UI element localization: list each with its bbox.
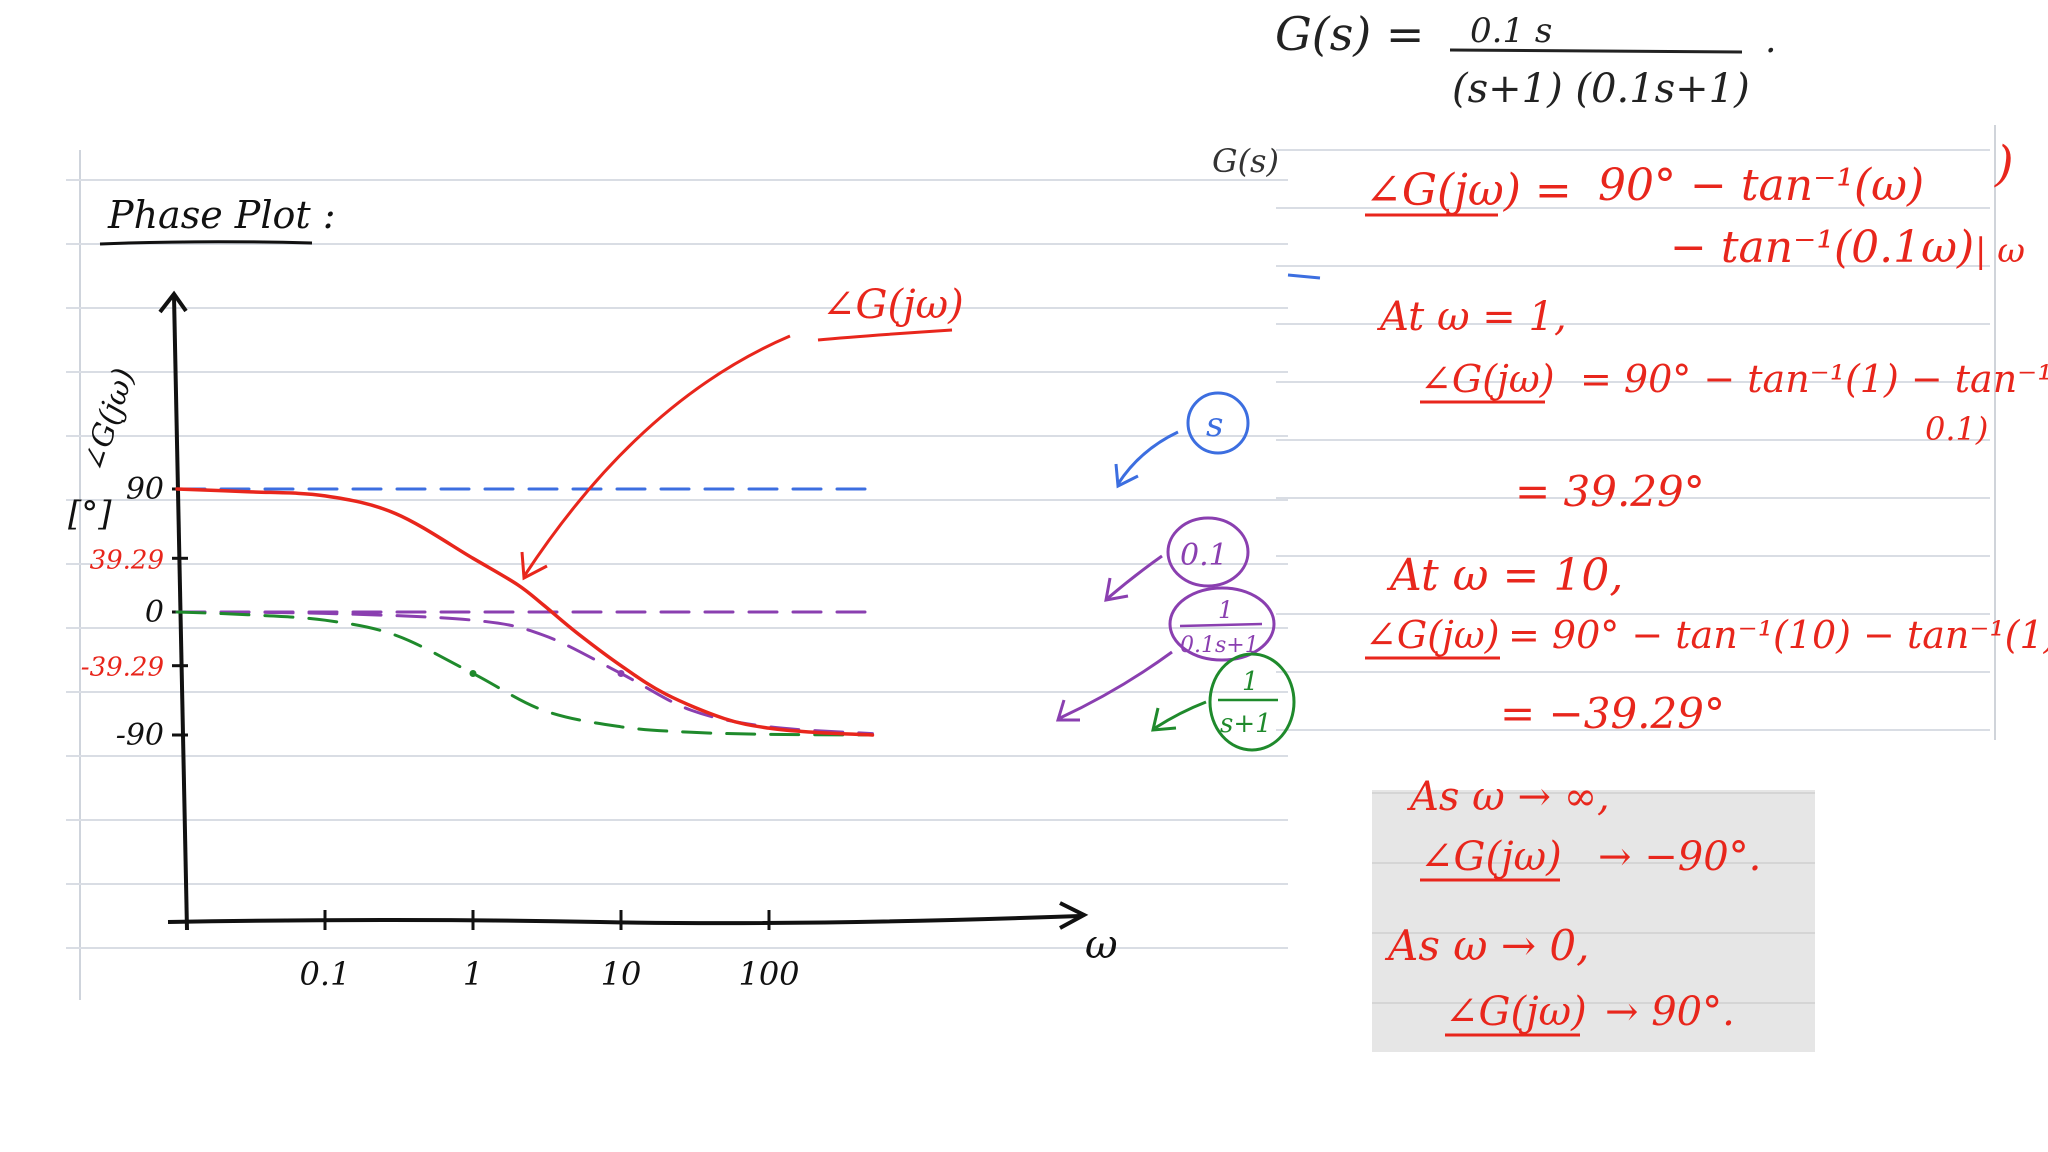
pole-arrowhead — [1151, 707, 1177, 732]
filter-arrowhead — [1055, 699, 1080, 722]
filter-label-circle — [1168, 586, 1276, 662]
plot-series — [175, 487, 875, 737]
tf-numerator: 0.1 s — [1470, 11, 1552, 51]
y-axis-unit: [°] — [68, 494, 112, 534]
at1-rhs: = 90° − tan⁻¹(1) − tan⁻¹( — [1580, 357, 2048, 401]
at4-title: As ω → 0, — [1384, 921, 1589, 970]
y-tick-label: -39.29 — [81, 653, 164, 683]
at2-result: = −39.29° — [1500, 689, 1725, 738]
corner-point — [469, 670, 477, 677]
at4-lhs: ∠G(jω) — [1445, 989, 1587, 1035]
at1-result: = 39.29° — [1515, 467, 1705, 516]
filter-label-num: 1 — [1218, 596, 1233, 624]
x-axis-label: ω — [1085, 922, 1118, 968]
x-tick-label: 100 — [738, 955, 799, 993]
series-line-1-s-1 — [175, 610, 874, 737]
x-axis-arrow — [1059, 901, 1089, 930]
pole-arrow — [1154, 700, 1207, 730]
x-axis — [167, 914, 1081, 926]
at3-rhs: → −90°. — [1598, 834, 1761, 880]
series-line-1-0-1s-1 — [175, 610, 874, 736]
pole-label-circle — [1208, 652, 1296, 752]
line2-edge: | ω — [1975, 231, 2025, 271]
at1-title: At ω = 1, — [1376, 294, 1567, 340]
plot-title: Phase Plot : — [107, 193, 336, 237]
edge-fragment: G(s) — [1212, 142, 1279, 180]
curve-label-underline — [817, 328, 953, 342]
gain-arrow — [1107, 554, 1163, 600]
at2-title: At ω = 10, — [1386, 550, 1623, 601]
curve-label: ∠G(jω) — [822, 282, 964, 328]
y-tick-label: 39.29 — [90, 545, 164, 575]
pole-label-num: 1 — [1242, 667, 1259, 697]
y-tick-label: -90 — [116, 718, 164, 753]
s-label-circle — [1186, 391, 1250, 455]
at4-rhs: → 90°. — [1605, 989, 1735, 1035]
tf-denominator: (s+1) (0.1s+1) — [1452, 66, 1750, 112]
at3-lhs: ∠G(jω) — [1420, 834, 1562, 880]
corner-point — [617, 670, 625, 677]
y-axis-arrow — [158, 290, 188, 314]
gain-label: 0.1 — [1180, 538, 1228, 573]
at1-cont: 0.1) — [1925, 410, 1988, 448]
ruled-paper-left — [78, 148, 1288, 1003]
blue-mark — [1287, 273, 1321, 280]
ruled-paper-right — [1272, 120, 1996, 1052]
x-tick-label: 10 — [601, 955, 642, 993]
at2-rhs: = 90° − tan⁻¹(10) − tan⁻¹(1) — [1508, 613, 2048, 657]
curve-label-arrowhead — [520, 551, 548, 581]
plot-title-underline — [99, 240, 313, 246]
x-ticks: 0.1 1 10 100 — [300, 910, 800, 993]
at3-title: As ω → ∞, — [1406, 774, 1610, 820]
y-ticks: 90 39.29 0 -39.29 -90 — [81, 472, 188, 753]
ruled-lines — [66, 149, 1990, 1004]
tf-fraction-bar — [1449, 48, 1743, 54]
s-label: s — [1206, 405, 1223, 445]
y-tick-label: 90 — [126, 472, 164, 507]
y-tick-label: 0 — [145, 595, 164, 630]
line2: − tan⁻¹(0.1ω) — [1670, 222, 1974, 273]
series-line-g-j — [175, 487, 875, 737]
line1-lhs: ∠G(jω) = — [1365, 165, 1572, 216]
x-tick-label: 1 — [463, 955, 483, 993]
s-arrow — [1116, 430, 1179, 485]
pole-label-den: s+1 — [1220, 709, 1272, 739]
transfer-function: G(s) = 0.1 s (s+1) (0.1s+1) . G(s) — [1212, 7, 1776, 180]
gain-arrowhead — [1104, 577, 1129, 602]
s-arrowhead — [1114, 463, 1139, 489]
derivation: ∠G(jω) = 90° − tan⁻¹(ω) ) − tan⁻¹(0.1ω) … — [1365, 136, 2048, 1037]
tf-period: . — [1765, 20, 1776, 61]
at1-lhs: ∠G(jω) — [1420, 357, 1555, 401]
line1-rhs: 90° − tan⁻¹(ω) — [1598, 160, 1924, 211]
annotations: ∠G(jω) s 0.1 1 0.1s+1 1 s+1 — [520, 282, 1296, 752]
x-tick-label: 0.1 — [300, 955, 351, 993]
filter-label-bar — [1179, 622, 1263, 628]
filter-arrow — [1059, 650, 1173, 720]
gain-label-circle — [1166, 516, 1250, 588]
tf-lhs: G(s) = — [1275, 7, 1424, 61]
curve-label-arrow — [523, 334, 791, 576]
at2-lhs: ∠G(jω) — [1365, 613, 1500, 657]
line1-bracket: ) — [1994, 136, 2014, 192]
